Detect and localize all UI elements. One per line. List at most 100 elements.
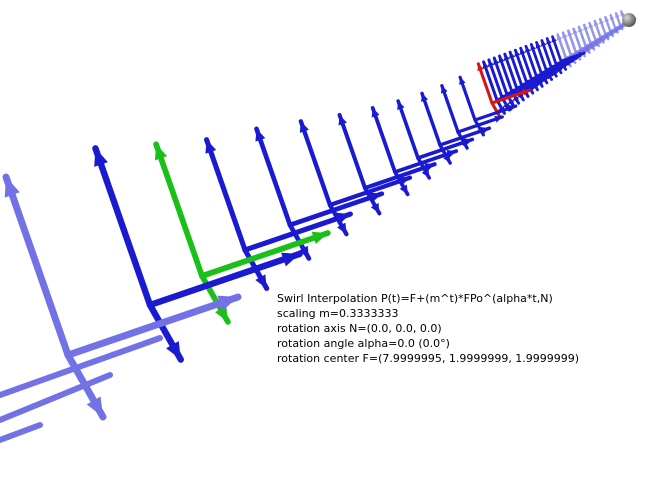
up-axis-arrowhead <box>397 101 405 110</box>
up-axis-arrowhead <box>205 139 217 154</box>
up-axis-arrowhead <box>540 40 547 47</box>
up-axis-arrowhead <box>562 32 568 39</box>
endpoint-sphere <box>622 13 636 27</box>
coordinate-frame <box>440 84 504 150</box>
forward-axis <box>393 149 459 174</box>
up-axis-arrowhead <box>620 11 625 16</box>
up-axis-arrowhead <box>572 28 578 35</box>
coordinate-frame <box>2 173 242 421</box>
forward-axis <box>438 126 492 147</box>
forward-axis-arrowhead <box>336 212 351 224</box>
up-axis <box>440 84 460 134</box>
coordinate-frame <box>396 99 475 180</box>
forward-axis-arrowhead <box>446 150 457 158</box>
side-axis-arrowhead <box>214 305 228 322</box>
up-axis-arrowhead <box>503 54 510 61</box>
forward-axis-arrowhead <box>480 127 490 135</box>
up-axis-arrowhead <box>487 59 495 67</box>
up-axis-arrowhead <box>599 19 604 25</box>
side-axis-arrowhead <box>517 92 524 100</box>
up-axis <box>153 141 205 279</box>
rotation-center-readout: rotation center F=(7.9999995, 1.9999999,… <box>277 352 580 365</box>
up-axis-arrowhead <box>154 144 168 161</box>
forward-axis-arrowhead <box>281 252 300 267</box>
forward-axis <box>287 191 385 228</box>
up-axis <box>476 62 494 105</box>
up-axis-arrowhead <box>530 44 536 51</box>
up-axis <box>482 60 499 102</box>
up-axis-arrowhead <box>371 107 380 118</box>
offscreen-frame-axis <box>0 422 43 443</box>
info-overlay: Swirl Interpolation P(t)=F+(m^t)*FPo^(al… <box>277 291 579 366</box>
up-axis-arrowhead <box>299 121 309 133</box>
up-axis <box>458 75 477 122</box>
up-axis <box>492 56 509 96</box>
forward-axis-arrowhead <box>494 115 503 123</box>
up-axis-arrowhead <box>519 48 526 55</box>
up-axis <box>298 119 333 208</box>
up-axis <box>2 173 72 359</box>
up-axis-arrowhead <box>604 17 610 22</box>
up-axis <box>498 54 514 93</box>
up-axis-arrowhead <box>577 26 583 33</box>
side-axis-arrowhead <box>507 99 514 107</box>
interpolation-frames <box>0 10 637 443</box>
forward-axis <box>490 88 531 105</box>
forward-axis-arrowhead <box>369 192 382 203</box>
forward-axis-arrowhead <box>398 176 410 186</box>
offscreen-frame-axis <box>0 335 163 398</box>
coordinate-frame <box>92 145 303 363</box>
side-axis-arrowhead <box>86 396 103 417</box>
forward-axis <box>416 137 475 160</box>
side-axis-arrowhead <box>337 222 347 235</box>
forward-axis <box>199 230 331 279</box>
up-axis-arrowhead <box>498 56 505 63</box>
rotation-angle-readout: rotation angle alpha=0.0 (0.0°) <box>277 337 450 350</box>
up-axis-arrowhead <box>609 15 615 20</box>
up-axis-arrowhead <box>615 13 620 18</box>
up-axis <box>396 99 420 160</box>
up-axis-arrowhead <box>493 58 500 65</box>
up-axis-arrowhead <box>509 52 516 59</box>
up-axis-arrowhead <box>514 50 521 57</box>
up-axis-arrowhead <box>593 21 599 27</box>
side-axis-arrowhead <box>255 274 267 289</box>
up-axis-arrowhead <box>551 36 557 43</box>
forward-axis <box>242 211 353 253</box>
forward-axis <box>64 293 242 359</box>
side-axis-arrowhead <box>166 341 181 360</box>
forward-axis-arrowhead <box>217 295 238 311</box>
up-axis-arrowhead <box>556 34 563 41</box>
forward-axis-arrowhead <box>508 105 516 112</box>
up-axis-arrowhead <box>588 22 594 29</box>
up-axis-arrowhead <box>535 42 542 49</box>
up-axis-arrowhead <box>338 115 347 126</box>
up-axis <box>337 112 368 191</box>
forward-axis <box>473 104 518 122</box>
up-axis <box>92 145 154 309</box>
forward-axis <box>456 115 504 134</box>
coordinate-frame <box>204 137 353 291</box>
forward-axis-arrowhead <box>424 163 435 172</box>
side-axis-arrowhead <box>443 154 451 163</box>
forward-axis-arrowhead <box>463 138 473 146</box>
rotation-axis-readout: rotation axis N=(0.0, 0.0, 0.0) <box>277 322 442 335</box>
up-axis-arrowhead <box>255 128 266 142</box>
up-axis <box>487 58 504 99</box>
up-axis-arrowhead <box>440 85 448 94</box>
side-axis-arrowhead <box>399 184 408 195</box>
up-axis-arrowhead <box>482 61 489 70</box>
up-axis <box>420 91 442 147</box>
up-axis-arrowhead <box>94 148 108 167</box>
forward-axis-arrowhead <box>522 89 530 96</box>
interpolation-title: Swirl Interpolation P(t)=F+(m^t)*FPo^(al… <box>277 292 553 305</box>
up-axis-arrowhead <box>477 63 484 72</box>
up-axis-arrowhead <box>546 38 552 45</box>
up-axis-arrowhead <box>4 177 20 198</box>
up-axis-arrowhead <box>421 93 429 102</box>
side-axis-arrowhead <box>512 96 519 104</box>
coordinate-frame <box>458 75 518 137</box>
up-axis <box>254 126 293 228</box>
up-axis-arrowhead <box>567 30 573 37</box>
